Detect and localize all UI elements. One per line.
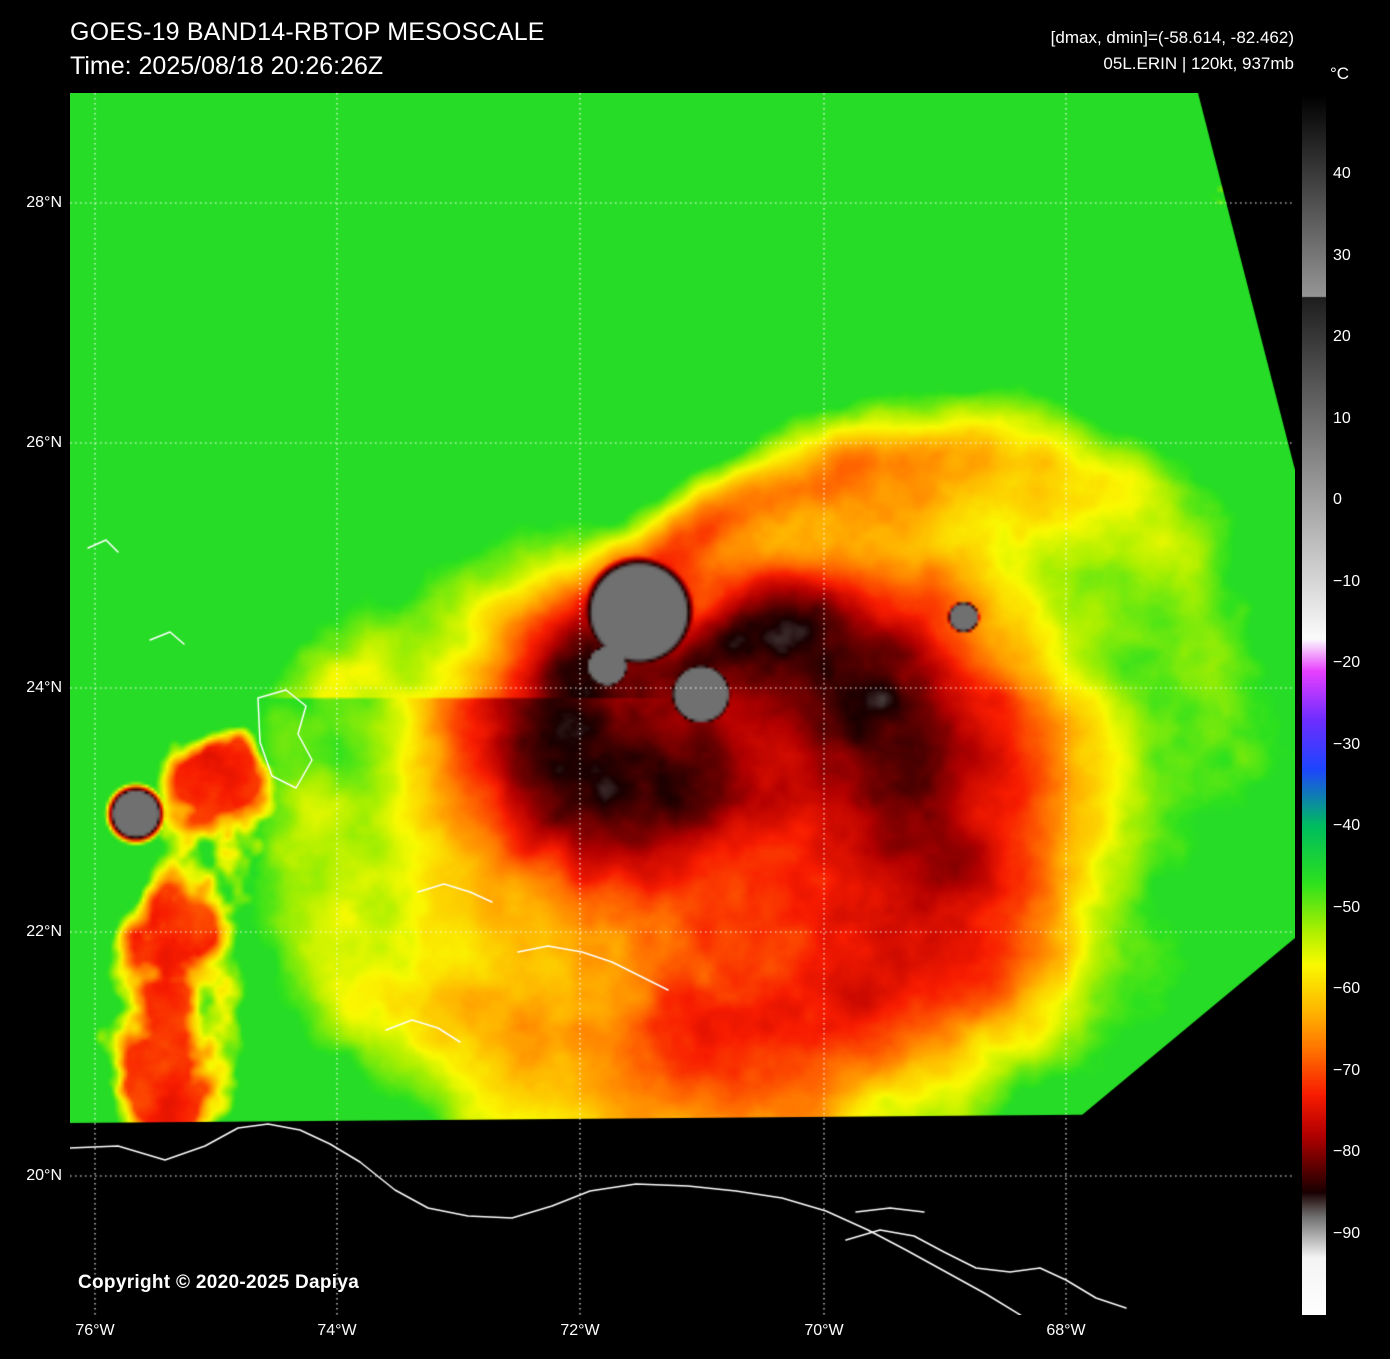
satellite-map-canvas xyxy=(70,93,1295,1315)
lon-label: 76°W xyxy=(75,1322,115,1339)
lon-label: 72°W xyxy=(560,1322,600,1339)
lat-label: 26°N xyxy=(26,434,62,451)
colorbar-tick-label: 0 xyxy=(1333,491,1342,509)
colorbar-tick-label: −50 xyxy=(1333,898,1361,916)
lat-label: 20°N xyxy=(26,1167,62,1184)
colorbar-tick-label: 30 xyxy=(1333,246,1351,264)
colorbar-tick-label: −70 xyxy=(1333,1061,1361,1079)
colorbar-tick-label: −20 xyxy=(1333,654,1361,672)
lon-label: 74°W xyxy=(317,1322,357,1339)
dmax-dmin-readout: [dmax, dmin]=(-58.614, -82.462) xyxy=(1050,28,1294,47)
colorbar-tick-label: −90 xyxy=(1333,1224,1361,1242)
colorbar-tick-label: 40 xyxy=(1333,165,1351,183)
lat-label: 28°N xyxy=(26,194,62,211)
colorbar-tick-label: −30 xyxy=(1333,735,1361,753)
copyright-watermark: Copyright © 2020-2025 Dapiya xyxy=(78,1272,360,1293)
storm-intensity-readout: 05L.ERIN | 120kt, 937mb xyxy=(1103,54,1294,73)
product-title: GOES-19 BAND14-RBTOP MESOSCALE xyxy=(70,18,545,46)
lon-label: 70°W xyxy=(804,1322,844,1339)
scan-time: Time: 2025/08/18 20:26:26Z xyxy=(70,52,384,80)
colorbar-unit-label: °C xyxy=(1330,64,1350,83)
colorbar-tick-label: −10 xyxy=(1333,572,1361,590)
colorbar-tick-label: −40 xyxy=(1333,817,1361,835)
lat-label: 22°N xyxy=(26,923,62,940)
colorbar-tick-label: 20 xyxy=(1333,328,1351,346)
colorbar-tick-label: −60 xyxy=(1333,980,1361,998)
colorbar-tick-label: −80 xyxy=(1333,1143,1361,1161)
lon-label: 68°W xyxy=(1046,1322,1086,1339)
colorbar-gradient xyxy=(1302,93,1326,1315)
colorbar-tick-label: 10 xyxy=(1333,409,1351,427)
lat-label: 24°N xyxy=(26,679,62,696)
